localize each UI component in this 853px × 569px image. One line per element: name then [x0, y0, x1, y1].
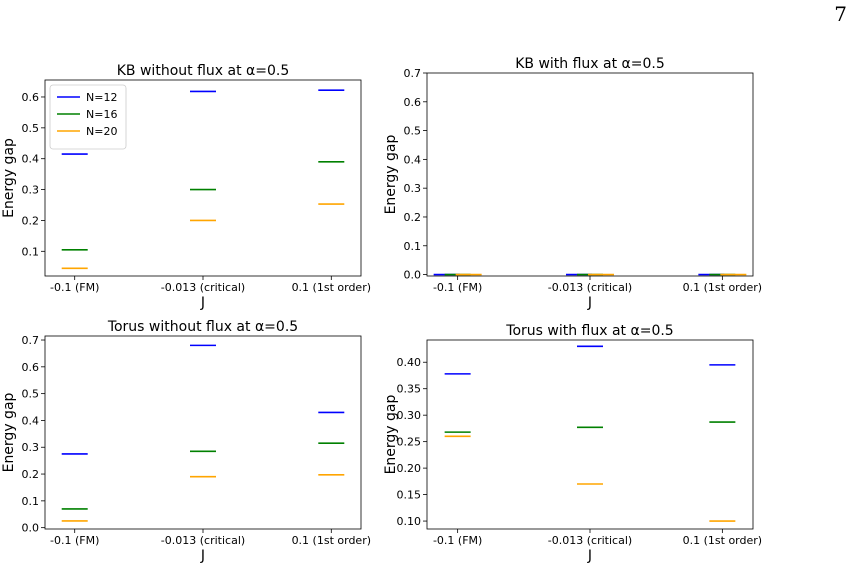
y-tick-label: 0.6	[404, 96, 422, 109]
x-axis-label: J	[587, 295, 592, 311]
page-number: 7	[834, 2, 847, 26]
y-axis-label: Energy gap	[383, 134, 399, 214]
y-tick-label: 0.4	[22, 414, 40, 427]
y-tick-label: 0.10	[397, 515, 422, 528]
y-tick-label: 0.40	[397, 356, 422, 369]
x-tick-label: 0.1 (1st order)	[292, 281, 371, 294]
x-tick-label: 0.1 (1st order)	[292, 534, 371, 547]
x-tick-label: -0.013 (critical)	[161, 534, 245, 547]
y-tick-label: 0.7	[22, 334, 40, 347]
y-tick-label: 0.1	[22, 245, 40, 258]
y-tick-label: 0.5	[22, 122, 40, 135]
y-axis-label: Energy gap	[383, 394, 399, 474]
y-tick-label: 0.15	[397, 489, 422, 502]
y-tick-label: 0.3	[22, 184, 40, 197]
y-axis-label: Energy gap	[1, 138, 17, 218]
legend-label: N=12	[86, 91, 117, 104]
x-axis-label: J	[200, 548, 205, 564]
y-tick-label: 0.20	[397, 462, 422, 475]
y-tick-label: 0.2	[404, 211, 422, 224]
chart-title: KB with flux at α=0.5	[515, 56, 665, 72]
y-tick-label: 0.6	[22, 361, 40, 374]
y-tick-label: 0.25	[397, 436, 422, 449]
y-tick-label: 0.1	[404, 240, 422, 253]
chart-title: Torus without flux at α=0.5	[107, 319, 298, 335]
x-tick-label: 0.1 (1st order)	[683, 534, 762, 547]
x-tick-label: -0.013 (critical)	[161, 281, 245, 294]
chart-panel-3: Torus without flux at α=0.5 0.0 0.1 0.2 0.3 0…	[1, 319, 371, 564]
chart-panel-1: KB without flux at α=0.5 0.1 0.2 0.3 0.4 0.5 0…	[1, 63, 371, 311]
y-tick-label: 0.1	[22, 495, 40, 508]
chart-title: Torus with flux at α=0.5	[505, 323, 673, 339]
chart-title: KB without flux at α=0.5	[117, 63, 289, 79]
y-axis-label: Energy gap	[1, 392, 17, 472]
x-tick-label: -0.1 (FM)	[50, 281, 99, 294]
x-tick-label: -0.1 (FM)	[50, 534, 99, 547]
y-tick-label: 0.4	[22, 153, 40, 166]
y-tick-label: 0.0	[404, 269, 422, 282]
plot-frame	[426, 72, 754, 277]
y-tick-label: 0.6	[22, 91, 40, 104]
plot-frame	[426, 339, 754, 530]
y-tick-label: 0.35	[397, 383, 422, 396]
y-tick-label: 0.7	[404, 67, 422, 80]
legend-label: N=20	[86, 125, 117, 138]
x-axis-label: J	[587, 548, 592, 564]
chart-panel-2: KB with flux at α=0.5 0.0 0.1 0.2 0.3 0.4 0.5 0…	[383, 56, 762, 311]
x-axis-label: J	[200, 295, 205, 311]
legend-box	[49, 84, 127, 150]
x-tick-label: -0.013 (critical)	[548, 281, 632, 294]
legend-label: N=16	[86, 108, 117, 121]
y-tick-label: 0.30	[397, 409, 422, 422]
y-tick-label: 0.3	[22, 441, 40, 454]
x-tick-label: -0.1 (FM)	[433, 281, 482, 294]
y-tick-label: 0.4	[404, 153, 422, 166]
y-tick-label: 0.5	[404, 125, 422, 138]
chart-panel-4: Torus with flux at α=0.5 0.10 0.15 0.20 0.25…	[383, 323, 762, 564]
plot-frame	[44, 335, 362, 530]
x-tick-label: -0.1 (FM)	[433, 534, 482, 547]
y-tick-label: 0.2	[22, 214, 40, 227]
x-tick-label: -0.013 (critical)	[548, 534, 632, 547]
y-tick-label: 0.0	[22, 522, 40, 535]
y-tick-label: 0.5	[22, 388, 40, 401]
x-tick-label: 0.1 (1st order)	[683, 281, 762, 294]
y-tick-label: 0.3	[404, 182, 422, 195]
y-tick-label: 0.2	[22, 468, 40, 481]
